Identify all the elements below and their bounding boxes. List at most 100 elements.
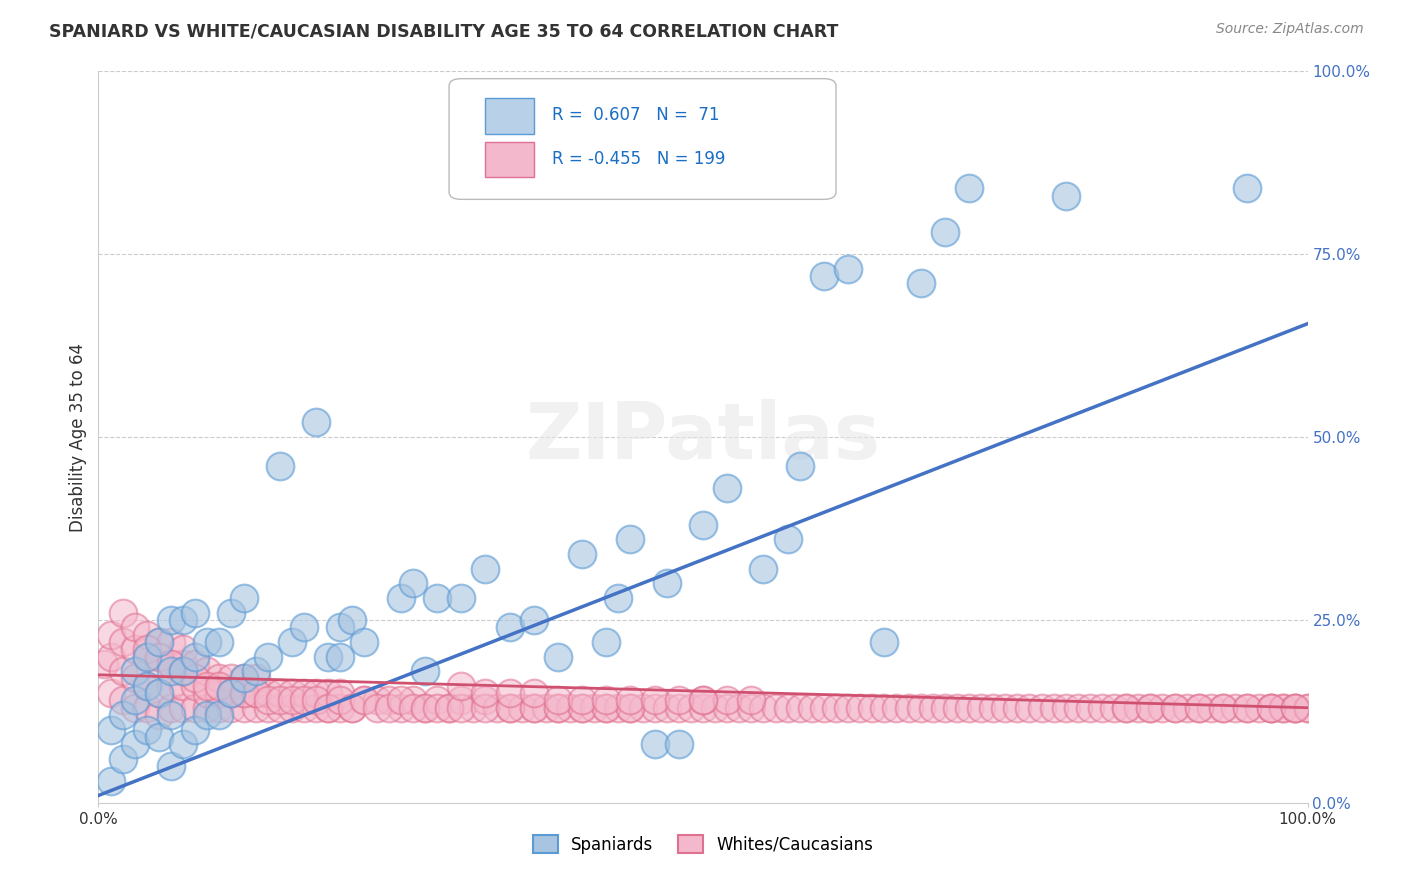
- Point: [184, 649, 207, 664]
- Point: [934, 700, 956, 714]
- Point: [135, 649, 157, 664]
- Point: [172, 737, 194, 751]
- Point: [813, 700, 835, 714]
- Point: [160, 708, 183, 723]
- Point: [1260, 700, 1282, 714]
- Point: [873, 635, 896, 649]
- Point: [195, 664, 218, 678]
- Point: [716, 700, 738, 714]
- Point: [450, 591, 472, 605]
- Point: [208, 686, 231, 700]
- Point: [1139, 700, 1161, 714]
- Point: [100, 649, 122, 664]
- Point: [668, 737, 690, 751]
- Point: [571, 700, 593, 714]
- Point: [172, 664, 194, 678]
- Point: [619, 533, 641, 547]
- Point: [825, 700, 848, 714]
- Point: [921, 700, 943, 714]
- Point: [765, 700, 787, 714]
- Point: [498, 700, 520, 714]
- Point: [172, 664, 194, 678]
- Point: [195, 708, 218, 723]
- Point: [172, 657, 194, 671]
- Point: [329, 686, 352, 700]
- Point: [1236, 181, 1258, 195]
- Point: [232, 591, 254, 605]
- Point: [692, 700, 714, 714]
- Point: [148, 708, 170, 723]
- Point: [1272, 700, 1295, 714]
- Point: [740, 693, 762, 707]
- Point: [450, 679, 472, 693]
- Point: [135, 627, 157, 641]
- Point: [1272, 700, 1295, 714]
- Point: [679, 700, 702, 714]
- Point: [377, 700, 399, 714]
- Point: [1054, 700, 1077, 714]
- Point: [668, 700, 690, 714]
- Point: [558, 700, 581, 714]
- Point: [160, 700, 183, 714]
- Point: [329, 620, 352, 634]
- Point: [269, 686, 291, 700]
- Point: [957, 181, 980, 195]
- Point: [389, 693, 412, 707]
- Point: [571, 693, 593, 707]
- Point: [160, 635, 183, 649]
- Point: [195, 679, 218, 693]
- Point: [281, 635, 304, 649]
- Point: [172, 642, 194, 657]
- Point: [474, 693, 496, 707]
- Point: [305, 693, 328, 707]
- Point: [510, 700, 533, 714]
- Point: [534, 700, 557, 714]
- Point: [1284, 700, 1306, 714]
- Point: [93, 657, 115, 671]
- Point: [256, 693, 278, 707]
- Point: [873, 700, 896, 714]
- Point: [329, 700, 352, 714]
- Point: [426, 700, 449, 714]
- Point: [583, 700, 606, 714]
- Point: [124, 672, 146, 686]
- Point: [148, 686, 170, 700]
- Point: [789, 459, 811, 474]
- Point: [316, 700, 339, 714]
- Point: [860, 700, 883, 714]
- Point: [245, 664, 267, 678]
- Point: [366, 700, 388, 714]
- Point: [195, 635, 218, 649]
- Point: [547, 700, 569, 714]
- Point: [426, 591, 449, 605]
- Point: [111, 693, 134, 707]
- Point: [342, 700, 364, 714]
- Point: [1128, 700, 1150, 714]
- Point: [402, 700, 425, 714]
- Point: [1175, 700, 1198, 714]
- Point: [184, 657, 207, 671]
- Point: [716, 693, 738, 707]
- Point: [232, 672, 254, 686]
- Point: [232, 686, 254, 700]
- Point: [124, 693, 146, 707]
- Point: [148, 635, 170, 649]
- Point: [208, 672, 231, 686]
- Point: [402, 693, 425, 707]
- Point: [135, 723, 157, 737]
- Point: [644, 737, 666, 751]
- Point: [523, 700, 546, 714]
- Point: [692, 693, 714, 707]
- Point: [1152, 700, 1174, 714]
- Point: [1102, 700, 1125, 714]
- Text: ZIPatlas: ZIPatlas: [526, 399, 880, 475]
- Point: [245, 686, 267, 700]
- Point: [607, 700, 630, 714]
- Point: [849, 700, 872, 714]
- Point: [184, 606, 207, 620]
- Point: [571, 700, 593, 714]
- Point: [135, 679, 157, 693]
- Point: [148, 649, 170, 664]
- Point: [342, 613, 364, 627]
- Point: [413, 664, 436, 678]
